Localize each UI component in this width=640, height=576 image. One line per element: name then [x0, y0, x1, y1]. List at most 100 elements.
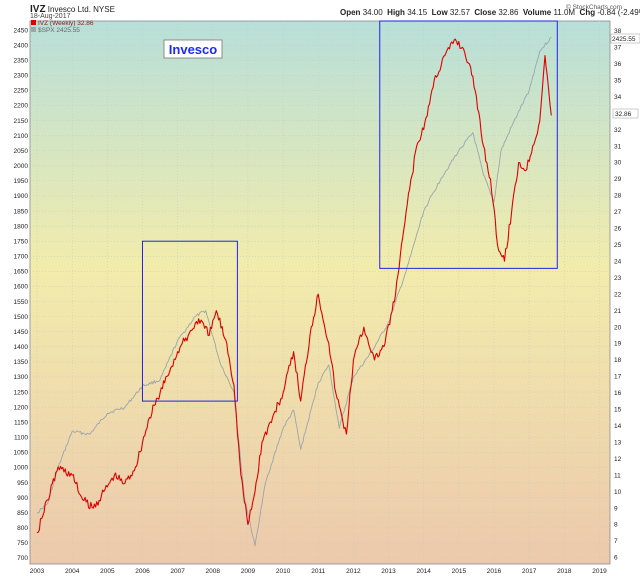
left-tick-label: 1250 [14, 389, 29, 396]
left-tick-label: 1900 [14, 193, 29, 200]
close-value: 32.86 [498, 8, 519, 17]
left-tick-label: 1850 [14, 208, 29, 215]
left-tick-label: 2000 [14, 163, 29, 170]
legend-ivz: IVZ (Weekly) 32.86 [38, 20, 94, 27]
right-tick-label: 12 [614, 456, 622, 463]
left-tick-label: 2450 [14, 27, 29, 34]
right-tick-label: 36 [614, 61, 622, 68]
series-ivz-line [36, 38, 552, 534]
x-tick-label: 2013 [381, 568, 396, 575]
annotation-label: Invesco [169, 42, 217, 57]
annotation-boxes [141, 20, 558, 402]
left-tick-label: 1000 [14, 465, 29, 472]
right-tick-label: 38 [614, 28, 622, 35]
symbol: IVZ [30, 4, 46, 15]
annotation-label-box [163, 39, 223, 59]
right-last-value: 32.86 [615, 111, 632, 118]
left-tick-label: 2350 [14, 57, 29, 64]
legend-spx: $SPX 2425.55 [38, 27, 80, 34]
x-tick-label: 2012 [346, 568, 361, 575]
header-ohlc: Open 34.00 High 34.15 Low 32.57 Close 32… [340, 8, 640, 17]
series-layer [36, 36, 552, 547]
x-tick-label: 2003 [30, 568, 45, 575]
left-tick-label: 1800 [14, 223, 29, 230]
left-tick-label: 900 [17, 495, 28, 502]
right-tick-label: 19 [614, 341, 622, 348]
right-tick-label: 24 [614, 258, 622, 265]
left-tick-label: 1450 [14, 329, 29, 336]
right-tick-label: 30 [614, 160, 622, 167]
left-tick-label: 950 [17, 480, 28, 487]
x-tick-label: 2008 [206, 568, 221, 575]
left-tick-label: 2300 [14, 73, 29, 80]
low-label: Low [431, 8, 448, 17]
high-label: High [387, 8, 405, 17]
right-tick-label: 31 [614, 143, 622, 150]
series-spx-line [36, 36, 552, 547]
right-tick-label: 18 [614, 357, 622, 364]
left-tick-label: 2200 [14, 103, 29, 110]
grid-lines [30, 21, 610, 564]
left-tick-label: 700 [17, 555, 28, 562]
right-tick-label: 26 [614, 226, 622, 233]
left-tick-label: 1650 [14, 269, 29, 276]
open-label: Open [340, 8, 361, 17]
left-tick-label: 750 [17, 540, 28, 547]
x-tick-label: 2016 [487, 568, 502, 575]
left-tick-label: 1350 [14, 359, 29, 366]
right-tick-label: 37 [614, 45, 622, 52]
left-tick-label: 1150 [14, 419, 28, 426]
x-tick-label: 2019 [592, 568, 607, 575]
left-tick-label: 1200 [14, 404, 29, 411]
right-tick-label: 25 [614, 242, 622, 249]
legend-ivz-swatch [31, 20, 36, 25]
left-tick-label: 1300 [14, 374, 29, 381]
right-tick-label: 21 [614, 308, 622, 315]
high-value: 34.15 [407, 8, 428, 17]
left-tick-label: 2100 [14, 133, 29, 140]
x-tick-label: 2010 [276, 568, 291, 575]
right-tick-label: 15 [614, 407, 622, 414]
left-tick-label: 1500 [14, 314, 29, 321]
left-tick-label: 1750 [14, 238, 29, 245]
right-tick-label: 14 [614, 423, 622, 430]
right-tick-label: 32 [614, 127, 622, 134]
left-tick-label: 1050 [14, 450, 29, 457]
left-tick-label: 1600 [14, 284, 29, 291]
left-tick-label: 1550 [14, 299, 29, 306]
header-symbol-line: IVZ Invesco Ltd. NYSE [30, 4, 115, 15]
right-tick-label: 23 [614, 275, 622, 282]
left-tick-label: 2250 [14, 88, 29, 95]
left-tick-label: 1700 [14, 254, 29, 261]
right-tick-label: 17 [614, 374, 622, 381]
right-tick-label: 27 [614, 209, 622, 216]
left-tick-label: 2150 [14, 118, 29, 125]
left-last-value: 2425.55 [612, 36, 636, 43]
legend-spx-swatch [31, 27, 36, 32]
right-last-value-box [612, 108, 639, 119]
x-tick-label: 2007 [170, 568, 185, 575]
company-name: Invesco Ltd. NYSE [47, 5, 115, 14]
x-tick-label: 2015 [452, 568, 467, 575]
volume-label: Volume [522, 8, 552, 17]
left-tick-label: 2400 [14, 42, 29, 49]
left-last-value-box [610, 33, 640, 44]
left-tick-label: 1100 [14, 435, 28, 442]
x-tick-label: 2004 [65, 568, 80, 575]
right-tick-label: 11 [614, 472, 621, 479]
x-tick-label: 2009 [241, 568, 256, 575]
left-axis: 700 750 800 850 900 950 1000 1050 1100 1150 1200 12… [14, 27, 29, 562]
chg-label: Chg [579, 8, 596, 17]
right-tick-label: 16 [614, 390, 622, 397]
right-tick-label: 8 [614, 522, 618, 529]
header-date: 18-Aug-2017 [30, 13, 71, 20]
right-tick-label: 13 [614, 439, 622, 446]
right-tick-label: 20 [614, 324, 622, 331]
open-value: 34.00 [362, 8, 383, 17]
left-tick-label: 1400 [14, 344, 29, 351]
plot-background [29, 20, 611, 565]
brand-label: © StockCharts.com [566, 4, 623, 11]
x-tick-label: 2014 [416, 568, 431, 575]
left-tick-label: 850 [17, 510, 28, 517]
